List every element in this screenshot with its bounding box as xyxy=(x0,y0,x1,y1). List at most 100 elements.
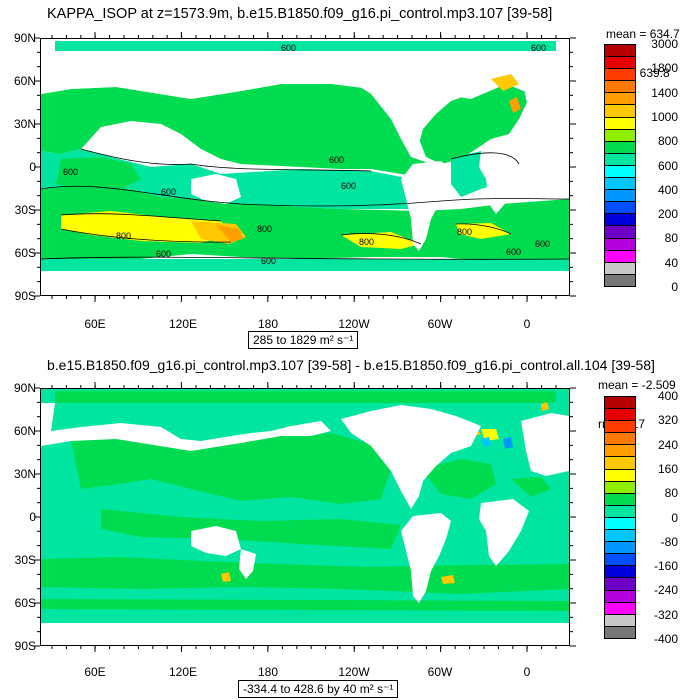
colorbar-swatch xyxy=(605,69,635,82)
colorbar-swatch xyxy=(605,105,635,118)
svg-text:600: 600 xyxy=(329,155,344,165)
panel2-range-box: -334.4 to 428.6 by 40 m² s⁻¹ xyxy=(238,680,399,698)
colorbar-label: 1800 xyxy=(651,61,678,76)
panel1-lat-label: 90N xyxy=(13,31,36,45)
panel1-land xyxy=(41,51,569,295)
colorbar-label: 200 xyxy=(657,207,678,222)
panel2-lat-label: 90S xyxy=(14,639,36,653)
svg-text:600: 600 xyxy=(506,247,521,257)
colorbar-label: 600 xyxy=(657,158,678,173)
colorbar-label: -80 xyxy=(660,534,678,549)
colorbar-swatch xyxy=(605,274,635,286)
colorbar-swatch xyxy=(605,397,635,410)
colorbar-label: 800 xyxy=(657,134,678,149)
svg-text:800: 800 xyxy=(359,237,374,247)
panel1-contours xyxy=(41,148,569,260)
colorbar-swatch xyxy=(605,566,635,579)
colorbar-swatch xyxy=(605,129,635,142)
panel2-mean: mean = -2.509 xyxy=(598,378,676,392)
panel1-lat-label: 60S xyxy=(14,246,36,260)
colorbar-label: -160 xyxy=(653,559,678,574)
panel1-title: KAPPA_ISOP at z=1573.9m, b.e15.B1850.f09… xyxy=(47,6,553,22)
panel1-lat-label: 0 xyxy=(29,160,36,174)
svg-text:800: 800 xyxy=(457,227,472,237)
panel2-lat-label: 90N xyxy=(13,381,36,395)
colorbar-swatch xyxy=(605,81,635,94)
svg-text:800: 800 xyxy=(116,231,131,241)
colorbar-label: 80 xyxy=(664,486,678,501)
colorbar-swatch xyxy=(605,93,635,106)
colorbar-label: 80 xyxy=(664,231,678,246)
panel2-lat-label: 60S xyxy=(14,596,36,610)
colorbar-swatch xyxy=(605,141,635,154)
colorbar-swatch xyxy=(605,153,635,166)
svg-text:600: 600 xyxy=(531,43,546,53)
svg-text:600: 600 xyxy=(341,181,356,191)
panel1-lat-label: 90S xyxy=(14,289,36,303)
panel1-mean: mean = 634.7 xyxy=(606,27,680,41)
panel1-lat-label: 60N xyxy=(13,74,36,88)
colorbar-swatch xyxy=(605,469,635,482)
panel1-lon-label: 60W xyxy=(427,317,453,331)
panel2-map-svg xyxy=(41,389,569,645)
colorbar-swatch xyxy=(605,238,635,251)
colorbar-swatch xyxy=(605,590,635,603)
colorbar-swatch xyxy=(605,626,635,638)
panel2-lon-label: 0 xyxy=(523,665,531,679)
panel2-lat-label: 30N xyxy=(13,467,36,481)
colorbar-swatch xyxy=(605,457,635,470)
panel1-map-svg: 600 600 600 600 800 800 600 600 600 800 … xyxy=(41,41,569,295)
panel2-colorbar xyxy=(604,396,636,639)
colorbar-swatch xyxy=(605,250,635,263)
colorbar-swatch xyxy=(605,614,635,627)
panel2-lon-label: 120W xyxy=(338,665,370,679)
panel1-lon-label: 60E xyxy=(84,317,106,331)
panel1-lat-label: 30N xyxy=(13,117,36,131)
svg-text:600: 600 xyxy=(63,167,78,177)
colorbar-label: 400 xyxy=(657,389,678,403)
colorbar-label: 0 xyxy=(671,510,678,525)
panel2-title: b.e15.B1850.f09_g16.pi_control.mp3.107 [… xyxy=(47,357,655,373)
colorbar-label: -240 xyxy=(653,583,678,598)
panel2-land xyxy=(41,403,569,645)
colorbar-label: 0 xyxy=(671,280,678,294)
svg-text:600: 600 xyxy=(261,256,276,266)
panel1-lon-label: 120E xyxy=(168,317,198,331)
colorbar-label: 320 xyxy=(657,413,678,428)
colorbar-swatch xyxy=(605,409,635,422)
colorbar-swatch xyxy=(605,530,635,543)
panel1-colorbar-labels: 3000 1800 1400 1000 800 600 400 200 80 40 0 xyxy=(640,37,680,298)
panel2-lon-label: 60E xyxy=(84,665,106,679)
colorbar-swatch xyxy=(605,165,635,179)
svg-text:600: 600 xyxy=(156,249,171,259)
colorbar-swatch xyxy=(605,505,635,518)
colorbar-swatch xyxy=(605,202,635,215)
colorbar-label: 1400 xyxy=(651,85,678,100)
colorbar-swatch xyxy=(605,481,635,494)
colorbar-label: 240 xyxy=(657,437,678,452)
colorbar-swatch xyxy=(605,226,635,239)
colorbar-label: 1000 xyxy=(651,109,678,124)
colorbar-swatch xyxy=(605,433,635,446)
panel1-contour-labels: 600 600 600 600 800 800 600 600 600 800 … xyxy=(63,43,550,266)
panel2-lon-label: 180 xyxy=(257,665,279,679)
colorbar-swatch xyxy=(605,190,635,203)
colorbar-swatch xyxy=(605,421,635,434)
colorbar-label: 400 xyxy=(657,182,678,197)
colorbar-swatch xyxy=(605,262,635,275)
colorbar-swatch xyxy=(605,602,635,615)
colorbar-swatch xyxy=(605,542,635,555)
svg-text:600: 600 xyxy=(535,239,550,249)
colorbar-swatch xyxy=(605,493,635,506)
svg-text:800: 800 xyxy=(257,224,272,234)
colorbar-label: 3000 xyxy=(651,37,678,51)
colorbar-label: 160 xyxy=(657,461,678,476)
panel2-lon-label: 60W xyxy=(427,665,453,679)
colorbar-swatch xyxy=(605,445,635,458)
colorbar-swatch xyxy=(605,517,635,531)
colorbar-swatch xyxy=(605,45,635,58)
colorbar-swatch xyxy=(605,178,635,191)
colorbar-label: 40 xyxy=(664,255,678,270)
panel2-lat-label: 0 xyxy=(29,510,36,524)
panel1-map: 600 600 600 600 800 800 600 600 600 800 … xyxy=(40,38,570,296)
